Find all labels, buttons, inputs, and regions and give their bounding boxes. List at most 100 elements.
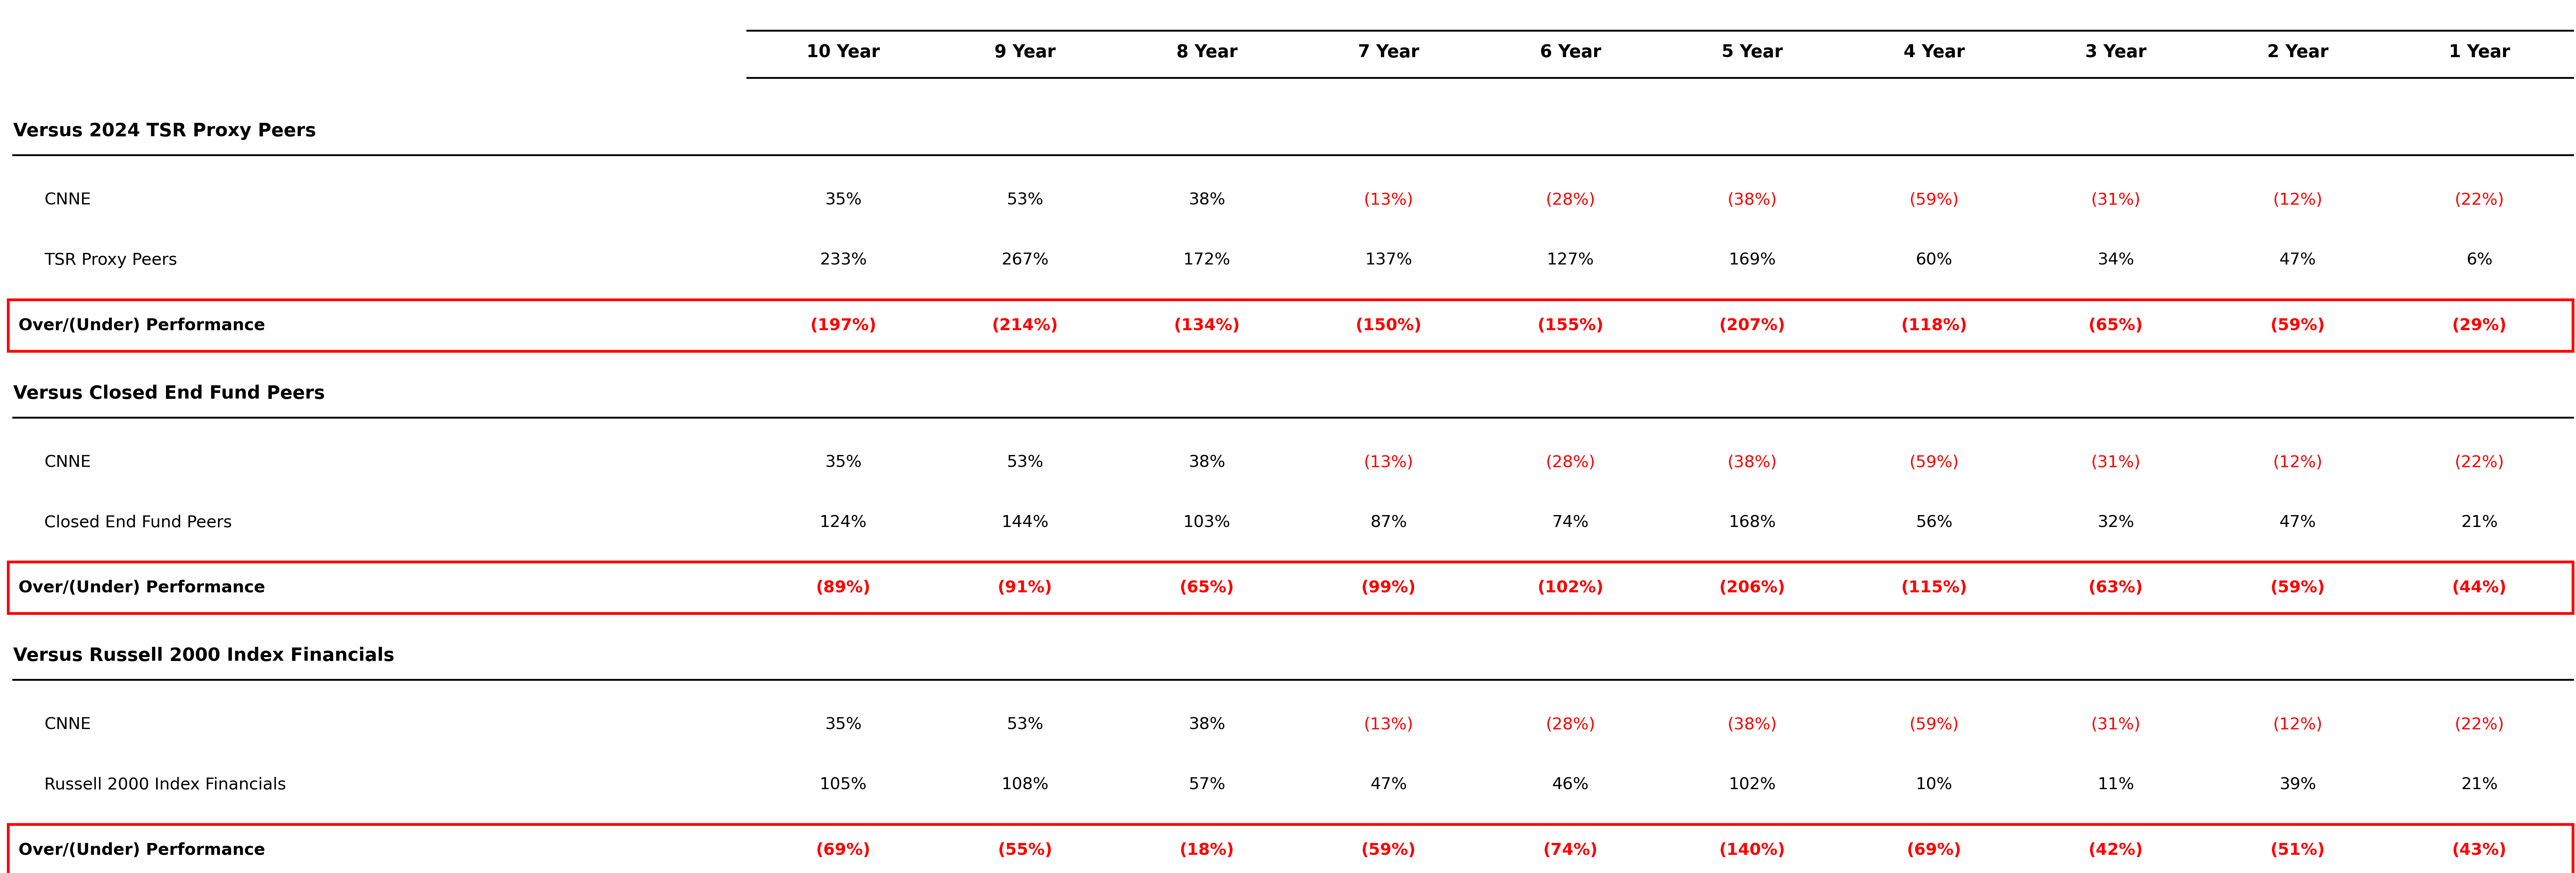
Text: (12%): (12%) [2272, 717, 2324, 732]
Text: 124%: 124% [819, 514, 868, 531]
Text: 87%: 87% [1370, 514, 1406, 531]
Text: 34%: 34% [2097, 252, 2136, 268]
Text: (115%): (115%) [1901, 580, 1968, 595]
Text: (155%): (155%) [1538, 318, 1602, 333]
Text: (65%): (65%) [1180, 580, 1234, 595]
Text: 11%: 11% [2097, 777, 2136, 793]
Text: 102%: 102% [1728, 777, 1775, 793]
Text: 233%: 233% [819, 252, 868, 268]
Text: (22%): (22%) [2455, 454, 2504, 471]
Text: (12%): (12%) [2272, 192, 2324, 208]
Text: (69%): (69%) [1906, 842, 1960, 858]
Text: (59%): (59%) [1909, 454, 1958, 471]
Text: 53%: 53% [1007, 717, 1043, 732]
Text: (13%): (13%) [1363, 454, 1414, 471]
Text: 3 Year: 3 Year [2084, 44, 2146, 60]
Text: (59%): (59%) [1360, 842, 1417, 858]
Text: 172%: 172% [1182, 252, 1231, 268]
Text: TSR Proxy Peers: TSR Proxy Peers [44, 252, 178, 268]
Text: 60%: 60% [1917, 252, 1953, 268]
Text: (99%): (99%) [1360, 580, 1417, 595]
Text: 21%: 21% [2460, 777, 2499, 793]
Text: 267%: 267% [1002, 252, 1048, 268]
Text: 47%: 47% [1370, 777, 1406, 793]
Text: (59%): (59%) [2269, 580, 2326, 595]
Text: 53%: 53% [1007, 454, 1043, 471]
Text: 144%: 144% [1002, 514, 1048, 531]
Text: (214%): (214%) [992, 318, 1059, 333]
Text: (38%): (38%) [1728, 192, 1777, 208]
Text: 10 Year: 10 Year [806, 44, 881, 60]
Text: 2 Year: 2 Year [2267, 44, 2329, 60]
Text: Over/(Under) Performance: Over/(Under) Performance [18, 318, 265, 333]
Text: 35%: 35% [824, 717, 860, 732]
Text: (28%): (28%) [1546, 717, 1595, 732]
Text: 35%: 35% [824, 192, 860, 208]
Text: 10%: 10% [1917, 777, 1953, 793]
Text: 56%: 56% [1917, 514, 1953, 531]
Text: (43%): (43%) [2452, 842, 2506, 858]
Text: 127%: 127% [1548, 252, 1595, 268]
Text: 9 Year: 9 Year [994, 44, 1056, 60]
Text: 6%: 6% [2465, 252, 2494, 268]
Text: (22%): (22%) [2455, 717, 2504, 732]
Text: Over/(Under) Performance: Over/(Under) Performance [18, 580, 265, 595]
Text: (42%): (42%) [2089, 842, 2143, 858]
Text: (12%): (12%) [2272, 454, 2324, 471]
Text: 46%: 46% [1553, 777, 1589, 793]
Text: 38%: 38% [1188, 454, 1226, 471]
Text: 47%: 47% [2280, 252, 2316, 268]
Text: (44%): (44%) [2452, 580, 2506, 595]
Text: 1 Year: 1 Year [2450, 44, 2509, 60]
Text: (69%): (69%) [817, 842, 871, 858]
Text: 38%: 38% [1188, 717, 1226, 732]
Text: (207%): (207%) [1718, 318, 1785, 333]
Text: (59%): (59%) [1909, 717, 1958, 732]
Text: (29%): (29%) [2452, 318, 2506, 333]
Text: Closed End Fund Peers: Closed End Fund Peers [44, 514, 232, 531]
Text: (31%): (31%) [2092, 717, 2141, 732]
Text: (51%): (51%) [2269, 842, 2326, 858]
Text: (28%): (28%) [1546, 454, 1595, 471]
Text: 169%: 169% [1728, 252, 1775, 268]
Text: 39%: 39% [2280, 777, 2316, 793]
Text: (59%): (59%) [1909, 192, 1958, 208]
Text: CNNE: CNNE [44, 717, 90, 732]
Text: Over/(Under) Performance: Over/(Under) Performance [18, 842, 265, 858]
Text: 38%: 38% [1188, 192, 1226, 208]
Text: (65%): (65%) [2089, 318, 2143, 333]
Text: (28%): (28%) [1546, 192, 1595, 208]
Text: 74%: 74% [1553, 514, 1589, 531]
Text: (102%): (102%) [1538, 580, 1602, 595]
Text: (13%): (13%) [1363, 717, 1414, 732]
Text: (18%): (18%) [1180, 842, 1234, 858]
Text: (74%): (74%) [1543, 842, 1597, 858]
Text: (63%): (63%) [2089, 580, 2143, 595]
Text: (140%): (140%) [1718, 842, 1785, 858]
Text: CNNE: CNNE [44, 454, 90, 471]
Text: (89%): (89%) [817, 580, 871, 595]
Text: 168%: 168% [1728, 514, 1775, 531]
Text: (59%): (59%) [2269, 318, 2326, 333]
Text: 6 Year: 6 Year [1540, 44, 1602, 60]
Text: (31%): (31%) [2092, 454, 2141, 471]
Text: (150%): (150%) [1355, 318, 1422, 333]
Text: 47%: 47% [2280, 514, 2316, 531]
Text: (91%): (91%) [997, 580, 1054, 595]
Text: 103%: 103% [1182, 514, 1231, 531]
Text: (206%): (206%) [1718, 580, 1785, 595]
Text: CNNE: CNNE [44, 192, 90, 208]
Text: Russell 2000 Index Financials: Russell 2000 Index Financials [44, 777, 286, 793]
Text: 137%: 137% [1365, 252, 1412, 268]
Text: 8 Year: 8 Year [1177, 44, 1236, 60]
Text: (134%): (134%) [1175, 318, 1239, 333]
Text: (22%): (22%) [2455, 192, 2504, 208]
Text: 4 Year: 4 Year [1904, 44, 1965, 60]
Text: (197%): (197%) [811, 318, 876, 333]
Text: (38%): (38%) [1728, 717, 1777, 732]
Text: 21%: 21% [2460, 514, 2499, 531]
Text: (38%): (38%) [1728, 454, 1777, 471]
Text: 57%: 57% [1188, 777, 1226, 793]
Text: Versus 2024 TSR Proxy Peers: Versus 2024 TSR Proxy Peers [13, 122, 317, 140]
Text: 7 Year: 7 Year [1358, 44, 1419, 60]
